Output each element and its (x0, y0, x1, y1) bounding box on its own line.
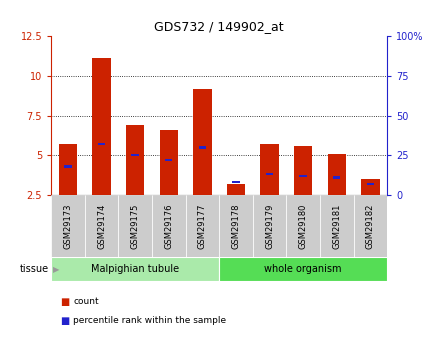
FancyBboxPatch shape (320, 195, 353, 257)
Text: ■: ■ (60, 316, 69, 326)
FancyBboxPatch shape (152, 195, 186, 257)
Bar (159, 130, 178, 195)
Text: GSM29177: GSM29177 (198, 203, 207, 249)
Bar (299, 175, 307, 177)
Text: GSM29181: GSM29181 (332, 203, 341, 249)
Bar (333, 176, 340, 179)
Bar (198, 146, 206, 148)
Bar (266, 173, 273, 176)
Bar (193, 89, 212, 195)
Text: ■: ■ (60, 297, 69, 307)
Bar (165, 159, 173, 161)
FancyBboxPatch shape (219, 257, 387, 281)
FancyBboxPatch shape (287, 195, 320, 257)
Text: count: count (73, 297, 99, 306)
Text: GSM29180: GSM29180 (299, 203, 307, 249)
Text: GSM29178: GSM29178 (231, 203, 240, 249)
Text: GSM29176: GSM29176 (164, 203, 173, 249)
Bar (92, 58, 111, 195)
Text: GSM29179: GSM29179 (265, 203, 274, 249)
Text: percentile rank within the sample: percentile rank within the sample (73, 316, 227, 325)
FancyBboxPatch shape (118, 195, 152, 257)
Bar (294, 146, 312, 195)
Bar (131, 154, 139, 156)
Text: GSM29173: GSM29173 (64, 203, 73, 249)
Text: whole organism: whole organism (264, 264, 342, 274)
Bar (126, 125, 145, 195)
Text: GSM29175: GSM29175 (131, 203, 140, 249)
Bar (367, 183, 374, 185)
Bar (59, 144, 77, 195)
Text: tissue: tissue (20, 264, 49, 274)
Bar (232, 181, 240, 184)
FancyBboxPatch shape (253, 195, 287, 257)
Text: Malpighian tubule: Malpighian tubule (91, 264, 179, 274)
FancyBboxPatch shape (85, 195, 118, 257)
FancyBboxPatch shape (51, 195, 85, 257)
FancyBboxPatch shape (186, 195, 219, 257)
Bar (361, 179, 380, 195)
Bar (64, 165, 72, 168)
Bar (98, 143, 105, 145)
Text: GSM29174: GSM29174 (97, 203, 106, 249)
Text: GDS732 / 149902_at: GDS732 / 149902_at (154, 20, 284, 33)
FancyBboxPatch shape (219, 195, 253, 257)
Text: GSM29182: GSM29182 (366, 203, 375, 249)
FancyBboxPatch shape (353, 195, 387, 257)
FancyBboxPatch shape (51, 257, 219, 281)
Bar (328, 154, 346, 195)
Bar (227, 184, 245, 195)
Text: ▶: ▶ (53, 265, 60, 274)
Bar (260, 144, 279, 195)
